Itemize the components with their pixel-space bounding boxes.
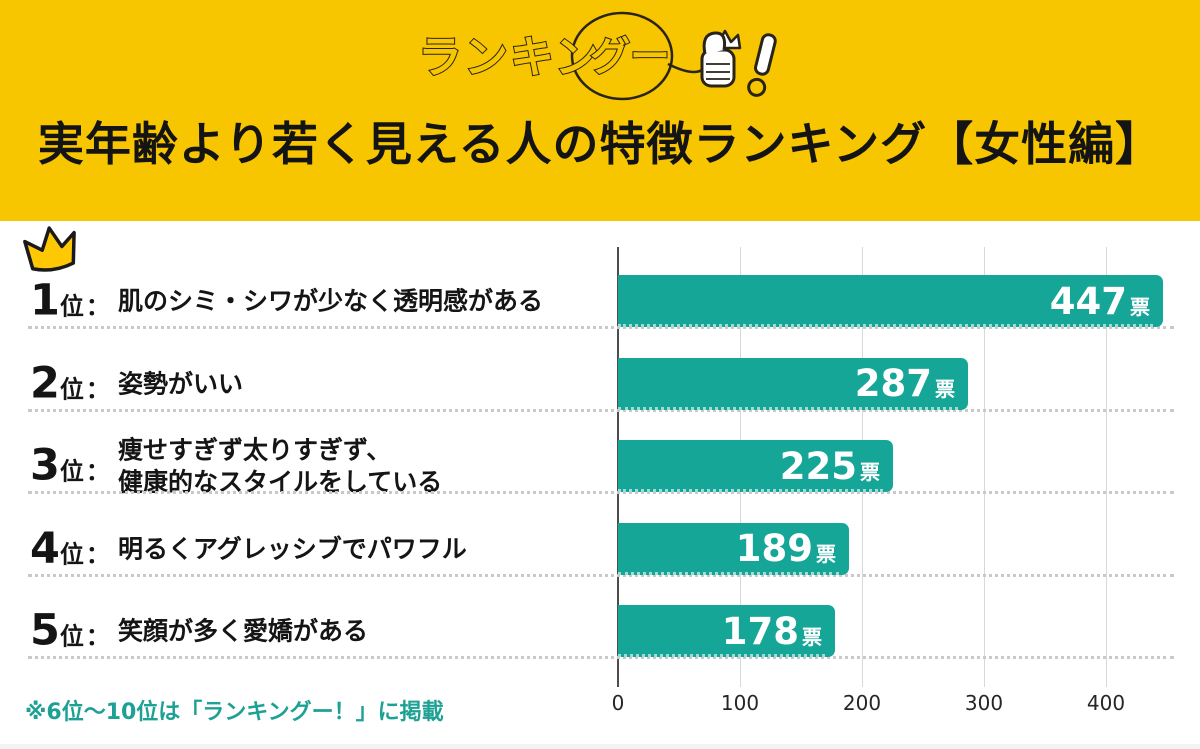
rank-colon: ： (85, 292, 110, 321)
vote-unit: 票 (860, 459, 880, 484)
x-axis-tick-label: 100 (720, 691, 760, 715)
rank-number: 4 (30, 523, 60, 573)
rank-colon: ： (85, 457, 110, 486)
thumbs-up-icon (700, 29, 742, 88)
item-label: 姿勢がいい (118, 368, 243, 400)
item-label-line: 明るくアグレッシブでパワフル (118, 533, 467, 563)
ranking-row-2: 2 位： 姿勢がいい 287 票 (0, 357, 1200, 412)
item-label-line: 痩せすぎず太りすぎず、 (118, 435, 392, 465)
vote-unit: 票 (802, 624, 822, 649)
value-label: 189 票 (736, 530, 836, 567)
value-label: 225 票 (780, 448, 880, 485)
ranking-row-4: 4 位： 明るくアグレッシブでパワフル 189 票 (0, 522, 1200, 577)
rank-colon: ： (85, 540, 110, 568)
bar: 189 票 (618, 522, 849, 575)
value-label: 287 票 (855, 365, 955, 402)
x-axis-tick-label: 400 (1086, 691, 1126, 715)
x-gridline (1106, 247, 1107, 687)
rank-suffix: 位 (59, 540, 84, 568)
rank-number: 3 (30, 440, 60, 491)
vote-count: 189 (735, 527, 813, 570)
vote-count: 287 (854, 362, 932, 405)
rank-label: 1 位： (30, 275, 110, 326)
rank-suffix: 位 (59, 622, 84, 651)
vote-count: 447 (1049, 279, 1127, 323)
bar: 225 票 (618, 440, 893, 492)
rankingoo-logo: ランキン グー (417, 11, 777, 101)
ranking-row-3: 3 位： 痩せすぎず太りすぎず、 健康的なスタイルをしている 225 票 (0, 436, 1200, 496)
x-gridline (984, 247, 985, 687)
rank-suffix: 位 (59, 292, 84, 321)
item-label: 笑顔が多く愛嬌がある (118, 615, 368, 647)
speech-bubble (570, 11, 674, 101)
vote-unit: 票 (935, 377, 955, 401)
speech-bubble-tail (667, 62, 703, 74)
bar: 447 票 (618, 275, 1163, 327)
rank-number: 2 (30, 358, 60, 408)
value-label: 178 票 (722, 613, 822, 650)
x-axis-tick-label: 200 (842, 691, 882, 715)
page-title: 実年齢より若く見える人の特徴ランキング【女性編】 (37, 117, 1163, 171)
item-label: 肌のシミ・シワが少なく透明感がある (118, 285, 543, 317)
logo-text-left: ランキン (418, 32, 601, 83)
rank-label: 4 位： (30, 527, 110, 570)
rank-colon: ： (85, 622, 110, 651)
footer-note: ※6位〜10位は「ランキングー！」に掲載 (25, 700, 444, 725)
value-label: 447 票 (1050, 283, 1150, 320)
rank-label: 2 位： (30, 362, 110, 405)
item-label-line: 健康的なスタイルをしている (118, 467, 443, 496)
item-label-line: 肌のシミ・シワが少なく透明感がある (118, 286, 544, 316)
x-axis-tick-label: 0 (611, 691, 625, 715)
item-label: 痩せすぎず太りすぎず、 健康的なスタイルをしている (118, 435, 442, 498)
item-label-line: 姿勢がいい (118, 368, 244, 398)
rank-label: 3 位： (30, 440, 110, 491)
item-label: 明るくアグレッシブでパワフル (118, 533, 467, 565)
ranking-row-5: 5 位： 笑顔が多く愛嬌がある 178 票 (0, 605, 1200, 659)
vote-unit: 票 (1130, 294, 1150, 319)
ranking-row-1: 1 位： 肌のシミ・シワが少なく透明感がある 447 票 (0, 275, 1200, 329)
x-axis-tick-label: 300 (964, 691, 1004, 715)
item-label-line: 笑顔が多く愛嬌がある (118, 616, 369, 646)
rank-label: 5 位： (30, 605, 110, 656)
rank-suffix: 位 (59, 375, 84, 403)
rank-number: 1 (30, 275, 60, 326)
crown-icon (23, 226, 76, 272)
header-banner: ランキン グー 実年齢より若く見える人の特徴ランキング【女性編】 (0, 0, 1200, 221)
rank-colon: ： (85, 375, 110, 403)
rank-number: 5 (30, 605, 60, 656)
vote-unit: 票 (816, 542, 836, 566)
logo-text-bubble: グー (590, 34, 670, 80)
exclamation-icon (747, 33, 777, 97)
bar: 287 票 (618, 357, 968, 410)
bar: 178 票 (618, 605, 835, 657)
rank-suffix: 位 (59, 457, 84, 486)
vote-count: 178 (721, 609, 799, 653)
bottom-edge (0, 744, 1200, 749)
vote-count: 225 (779, 444, 857, 488)
